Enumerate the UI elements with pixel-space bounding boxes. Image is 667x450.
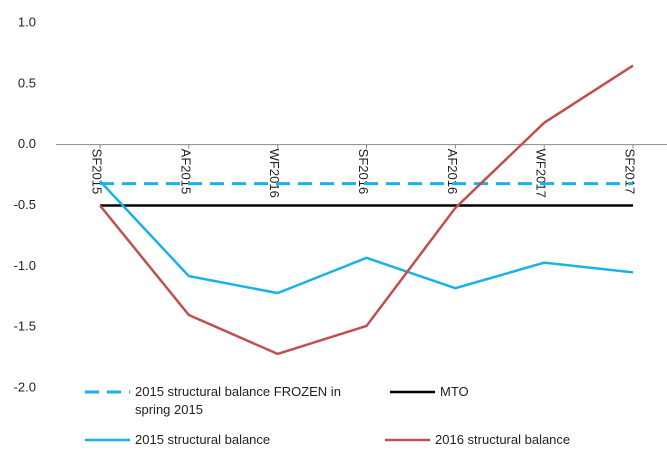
series-line xyxy=(99,64,634,356)
x-tick-label: SF2017 xyxy=(623,149,638,195)
series-line xyxy=(99,180,634,295)
legend-label: 2015 structural balance FROZEN in spring… xyxy=(135,384,341,417)
legend-label: 2016 structural balance xyxy=(435,432,571,447)
legend-label: MTO xyxy=(440,384,469,399)
x-tick-label: AF2016 xyxy=(445,149,460,195)
x-tick-label: AF2015 xyxy=(178,149,193,195)
x-tick-label: SF2015 xyxy=(90,149,105,195)
y-tick-label: 0.0 xyxy=(18,136,36,151)
y-tick-label: 0.5 xyxy=(18,75,36,90)
y-tick-label: -1.0 xyxy=(14,258,36,273)
y-tick-label: 1.0 xyxy=(18,14,36,29)
y-tick-label: -2.0 xyxy=(14,379,36,394)
y-tick-label: -1.5 xyxy=(14,319,36,334)
legend-label: 2015 structural balance xyxy=(135,432,271,447)
y-tick-label: -0.5 xyxy=(14,197,36,212)
x-tick-label: WF2016 xyxy=(267,149,282,198)
x-tick-label: WF2017 xyxy=(534,149,549,198)
x-tick-label: SF2016 xyxy=(356,149,371,195)
